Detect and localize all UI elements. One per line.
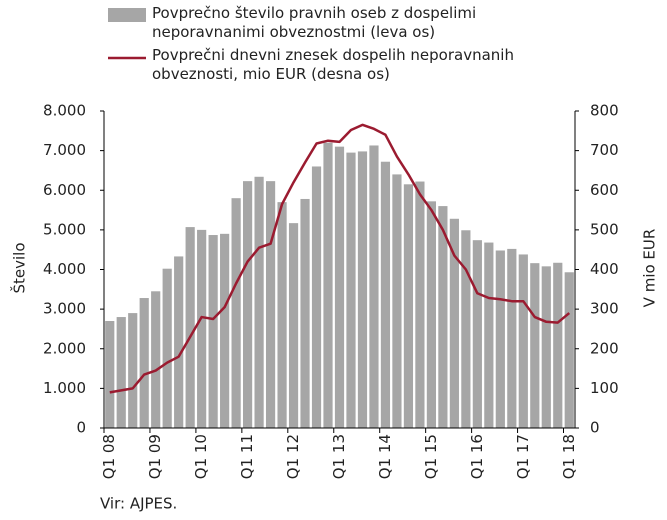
bar (185, 227, 195, 428)
bar (323, 142, 333, 428)
y-axis-label: Število (10, 242, 29, 293)
x-tick-label: Q1 18 (560, 434, 578, 479)
x-tick-label: Q1 16 (468, 434, 486, 479)
legend-swatch-bar (108, 8, 146, 22)
bar (438, 206, 448, 428)
x-tick-label: Q1 12 (284, 434, 302, 479)
y2-tick-label: 500 (590, 220, 619, 238)
line (109, 123, 571, 394)
y2-tick-label: 200 (590, 339, 619, 357)
x-tick-label: Q1 17 (514, 434, 532, 479)
bar (105, 321, 115, 428)
bar (369, 145, 379, 428)
y2-tick-label: 100 (590, 379, 619, 397)
y-tick-label: 4.000 (43, 260, 86, 278)
y-tick-label: 8.000 (43, 102, 86, 120)
bar (507, 248, 517, 428)
bar (220, 233, 230, 428)
y2-tick-label: 300 (590, 300, 619, 318)
x-tick-label: Q1 09 (146, 434, 164, 479)
x-tick-label: Q1 08 (100, 434, 118, 479)
y-tick-label: 0 (76, 419, 86, 437)
bar (346, 152, 356, 428)
bar (472, 240, 482, 428)
source: Vir: AJPES. (100, 495, 177, 513)
x-tick-label: Q1 13 (330, 434, 348, 479)
y2-tick-label: 800 (590, 102, 619, 120)
bar (495, 250, 505, 428)
bar (415, 181, 425, 428)
bar (553, 262, 563, 428)
y2-tick-label: 700 (590, 141, 619, 159)
bar (392, 174, 402, 428)
y2-axis-label: V mio EUR (641, 229, 659, 308)
bar (461, 230, 471, 428)
y-tick-label: 3.000 (43, 300, 86, 318)
y-tick-label: 1.000 (43, 379, 86, 397)
y-tick-label: 7.000 (43, 141, 86, 159)
bar (426, 201, 436, 428)
bar (197, 229, 207, 428)
y2-tick-label: 400 (590, 260, 619, 278)
bar (139, 298, 149, 428)
bar (162, 268, 172, 428)
bar (128, 313, 138, 428)
bar (174, 256, 184, 428)
bar (564, 272, 574, 428)
x-tick-label: Q1 11 (238, 434, 256, 479)
legend-entry: Povprečno število pravnih oseb z dospeli… (152, 4, 477, 41)
y2-tick-label: 0 (590, 419, 600, 437)
bar (530, 263, 540, 428)
bar (541, 266, 551, 428)
y-tick-label: 5.000 (43, 220, 86, 238)
bar (380, 161, 391, 428)
bar (484, 242, 494, 428)
x-tick-label: Q1 10 (192, 434, 210, 479)
bar (208, 235, 218, 428)
bar (449, 218, 459, 428)
y-tick-label: 6.000 (43, 181, 86, 199)
x-tick-label: Q1 15 (422, 434, 440, 479)
bar (311, 166, 322, 428)
y2-tick-label: 600 (590, 181, 619, 199)
bar (116, 317, 126, 428)
bar (277, 202, 287, 428)
bar (357, 151, 368, 429)
x-tick-label: Q1 14 (376, 434, 394, 479)
bar (151, 291, 161, 428)
bar (254, 176, 264, 428)
bar (231, 198, 241, 428)
y-tick-label: 2.000 (43, 339, 86, 357)
bar (334, 146, 345, 428)
legend-entry: Povprečni dnevni znesek dospelih neporav… (152, 46, 514, 83)
bar (518, 254, 528, 428)
bar (243, 181, 253, 428)
bar (403, 184, 414, 428)
bar (288, 223, 299, 428)
bar (265, 181, 276, 428)
bar (300, 198, 310, 428)
